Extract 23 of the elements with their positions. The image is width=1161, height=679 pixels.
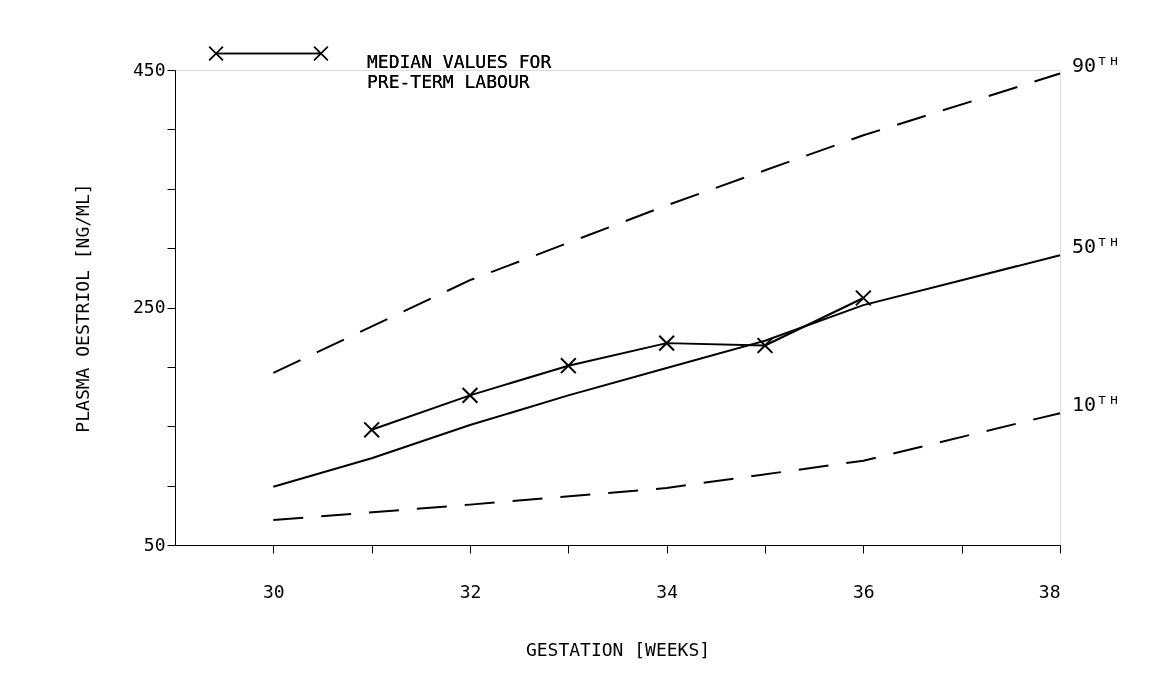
point bbox=[559, 357, 577, 375]
point bbox=[756, 337, 774, 354]
x-tick-label: 32 bbox=[459, 580, 482, 602]
point bbox=[363, 421, 381, 439]
y-tick-label: 450 bbox=[132, 58, 166, 80]
point bbox=[461, 386, 479, 404]
x-tick-label: 38 bbox=[1038, 580, 1061, 602]
line-series bbox=[272, 72, 1061, 374]
x-axis-title: GESTATION [WEEKS] bbox=[525, 638, 711, 660]
series-label: 90ᵀᴴ bbox=[1072, 52, 1121, 77]
x-tick-label: 36 bbox=[852, 580, 875, 602]
point bbox=[854, 289, 872, 307]
series-label: 50ᵀᴴ bbox=[1072, 234, 1121, 259]
point bbox=[658, 334, 676, 352]
y-tick-label: 50 bbox=[143, 533, 166, 555]
line-series bbox=[272, 412, 1061, 522]
series-label: 10ᵀᴴ bbox=[1072, 392, 1121, 417]
x-tick-label: 30 bbox=[262, 580, 285, 602]
y-tick-label: 250 bbox=[132, 296, 166, 317]
x-tick-label: 34 bbox=[656, 580, 679, 602]
y-axis-title: PLASMA OESTRIOL [NG/ML] bbox=[71, 183, 93, 433]
line-series bbox=[272, 254, 1061, 488]
legend-label: MEDIAN VALUES FOR PRE-TERM LABOUR bbox=[367, 50, 552, 92]
